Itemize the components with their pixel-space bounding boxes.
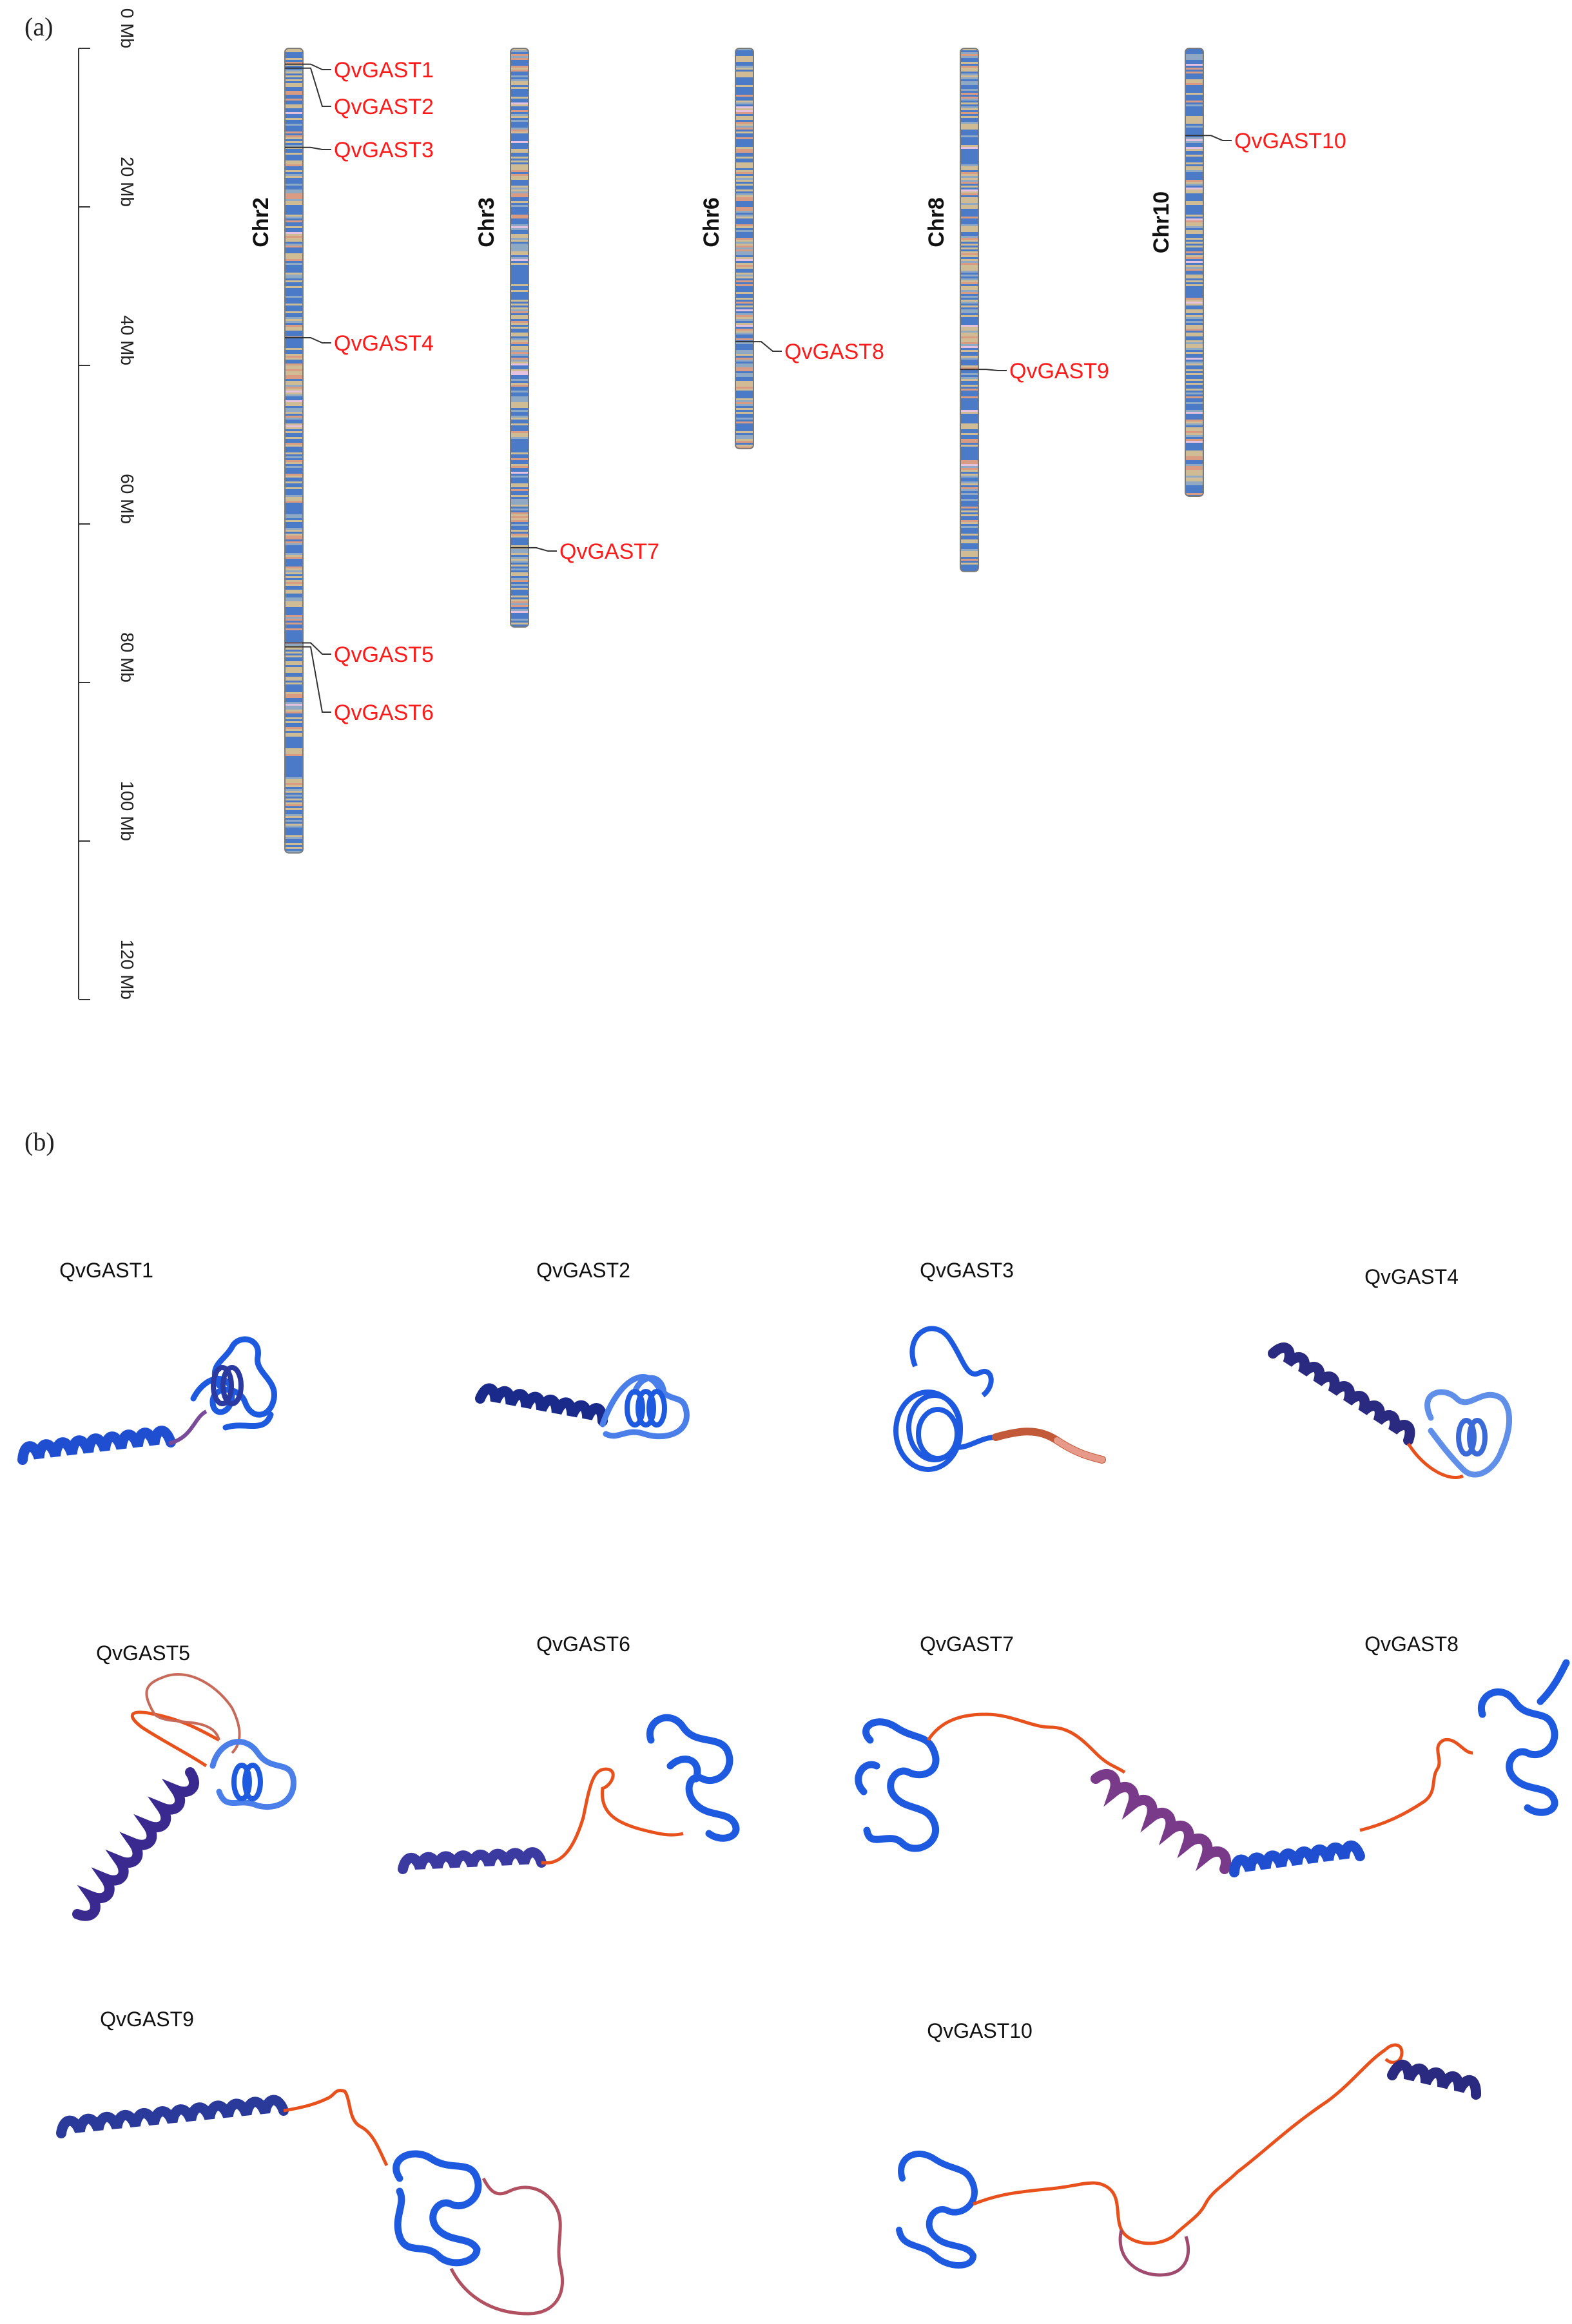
scale-tick-label: 120 Mb xyxy=(117,940,137,1000)
structure-title: QvGAST8 xyxy=(1364,1632,1459,1656)
chromosome-set: Chr2 Chr3 Chr6 Chr8 Chr10 xyxy=(249,48,1204,854)
gene-marker: QvGAST3 xyxy=(285,138,434,162)
gene-label: QvGAST9 xyxy=(1009,359,1109,383)
structure-title: QvGAST9 xyxy=(100,2008,194,2031)
structure-title: QvGAST4 xyxy=(1364,1265,1459,1288)
scale-tick-label: 60 Mb xyxy=(117,474,137,524)
chromosome-chr10: Chr10 xyxy=(1149,48,1204,497)
chromosome-label: Chr3 xyxy=(474,197,499,247)
gene-marker: QvGAST4 xyxy=(285,331,434,356)
gene-marker: QvGAST8 xyxy=(735,340,884,364)
protein-structure-qvgast8 xyxy=(1229,1659,1570,1877)
scale-tick-label: 40 Mb xyxy=(117,315,137,365)
structure-title: QvGAST2 xyxy=(536,1259,630,1282)
gene-label: QvGAST8 xyxy=(784,340,884,364)
scale-tick-label: 80 Mb xyxy=(117,632,137,683)
chromosome-label: Chr6 xyxy=(699,197,724,247)
structure-title: QvGAST1 xyxy=(59,1259,153,1282)
scale-tick-label: 100 Mb xyxy=(117,781,137,841)
gene-label: QvGAST7 xyxy=(559,539,659,564)
structure-title: QvGAST10 xyxy=(927,2019,1033,2042)
gene-marker: QvGAST5 xyxy=(285,642,434,667)
protein-structure-qvgast2 xyxy=(475,1374,690,1440)
gene-label: QvGAST1 xyxy=(334,58,434,82)
chromosome-label: Chr8 xyxy=(924,197,949,247)
scale-tick-label: 0 Mb xyxy=(117,8,137,48)
gene-marker: QvGAST7 xyxy=(510,539,659,564)
chromosome-label: Chr2 xyxy=(249,197,273,247)
structure-title: QvGAST3 xyxy=(920,1259,1014,1282)
gene-label: QvGAST3 xyxy=(334,138,434,162)
gene-marker: QvGAST1 xyxy=(285,58,434,82)
scale-tick-label: 20 Mb xyxy=(117,157,137,207)
chromosome-chr3: Chr3 xyxy=(474,48,529,628)
protein-structure-qvgast1 xyxy=(17,1336,277,1465)
protein-structure-qvgast5 xyxy=(72,1673,296,1921)
protein-structure-qvgast4 xyxy=(1268,1342,1513,1480)
chromosome-chr6: Chr6 xyxy=(699,48,754,450)
protein-structure-qvgast10 xyxy=(896,2043,1481,2277)
protein-structure-qvgast6 xyxy=(398,1714,740,1874)
gene-marker: QvGAST9 xyxy=(960,359,1109,383)
chromosome-chr8: Chr8 xyxy=(924,48,979,572)
gene-marker: QvGAST6 xyxy=(285,646,434,725)
protein-structure-qvgast9 xyxy=(56,2089,565,2316)
gene-marker: QvGAST2 xyxy=(285,67,434,119)
gene-label: QvGAST5 xyxy=(334,643,434,667)
structure-title: QvGAST5 xyxy=(96,1641,190,1665)
protein-structure-qvgast3 xyxy=(893,1326,1106,1472)
chromosome-chr2: Chr2 xyxy=(249,48,304,854)
gene-markers: QvGAST1 QvGAST2 QvGAST3 QvGAST4 QvGAST5 QvGAS… xyxy=(285,58,1346,725)
gene-label: QvGAST2 xyxy=(334,95,434,119)
scale-bar: 0 Mb 20 Mb 40 Mb 60 Mb 80 Mb 100 Mb 120 Mb xyxy=(78,8,137,1000)
panel-a-label: (a) xyxy=(24,12,53,41)
gene-label: QvGAST6 xyxy=(334,701,434,725)
chromosome-label: Chr10 xyxy=(1149,191,1174,253)
panel-b-label: (b) xyxy=(24,1127,55,1156)
gene-label: QvGAST4 xyxy=(334,331,434,356)
gene-marker: QvGAST10 xyxy=(1185,129,1346,153)
protein-structure-qvgast7 xyxy=(855,1712,1231,1874)
structure-title: QvGAST7 xyxy=(920,1632,1014,1656)
gene-label: QvGAST10 xyxy=(1234,129,1346,153)
structure-title: QvGAST6 xyxy=(536,1632,630,1656)
